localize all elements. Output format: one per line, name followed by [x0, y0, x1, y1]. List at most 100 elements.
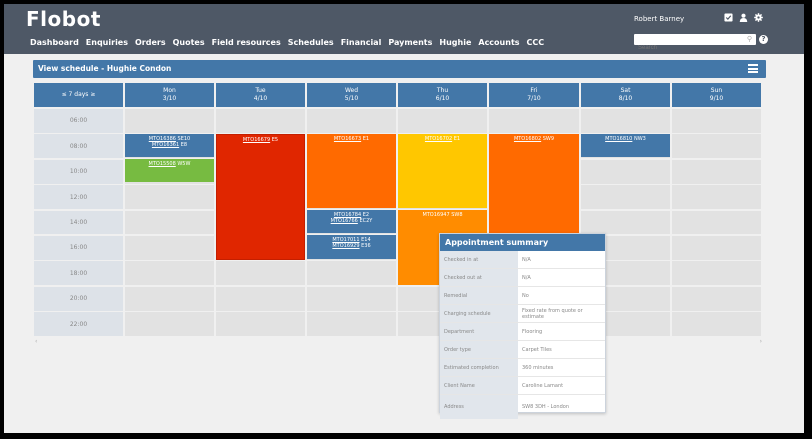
day-header-fri: Fri 7/10	[489, 83, 579, 107]
summary-label: Address	[440, 395, 518, 419]
summary-value: No	[522, 292, 529, 299]
time-slot[interactable]	[672, 312, 761, 337]
horizontal-scrollbar[interactable]: ‹ ›	[33, 337, 766, 347]
time-slot[interactable]	[672, 159, 761, 184]
time-slot[interactable]	[581, 159, 670, 184]
order-link[interactable]: MTO16766	[330, 218, 358, 224]
scroll-left-icon[interactable]: ‹	[35, 338, 38, 345]
time-slot[interactable]	[307, 312, 396, 337]
day-header-wed: Wed 5/10	[307, 83, 396, 107]
nav-payments[interactable]: Payments	[388, 38, 433, 47]
time-slot[interactable]	[489, 109, 579, 133]
summary-value: Flooring	[522, 328, 543, 335]
time-slot[interactable]	[672, 261, 761, 286]
time-slot[interactable]	[125, 236, 214, 260]
nav-schedules[interactable]: Schedules	[287, 38, 334, 47]
time-slot[interactable]	[581, 109, 670, 133]
time-slot[interactable]	[216, 109, 305, 133]
time-slot[interactable]	[398, 109, 487, 133]
day-date: 8/10	[618, 95, 633, 102]
appointment-block[interactable]: MTO16386 SE10 MTO16361 E8	[125, 134, 214, 157]
time-slot[interactable]	[672, 185, 761, 210]
time-slot[interactable]	[672, 210, 761, 235]
order-link[interactable]: MTO16361	[151, 142, 180, 148]
search-icon[interactable]: ⚲	[746, 35, 752, 43]
summary-row: Remedial No	[440, 287, 605, 305]
order-link[interactable]: MTO16784	[333, 212, 362, 218]
order-ref: MTO16947	[422, 212, 450, 218]
range-toggle[interactable]: ≤ 7 days ≥	[34, 83, 123, 107]
nav-accounts[interactable]: Accounts	[478, 38, 520, 47]
nav-hughie[interactable]: Hughie	[439, 38, 472, 47]
summary-row: Checked in at N/A	[440, 251, 605, 269]
order-link[interactable]: MTO16929	[332, 243, 360, 249]
user-name[interactable]: Robert Barney	[634, 15, 685, 23]
scroll-right-icon[interactable]: ›	[759, 338, 762, 345]
nav-field-resources[interactable]: Field resources	[211, 38, 281, 47]
time-slot[interactable]	[125, 185, 214, 210]
time-slot[interactable]	[581, 210, 670, 235]
time-slot[interactable]	[581, 185, 670, 210]
nav-dashboard[interactable]: Dashboard	[30, 38, 79, 47]
appointment-block[interactable]: MTO15508 W5W	[125, 159, 214, 182]
appointment-block[interactable]: MTO16679 E5	[216, 134, 305, 260]
time-label: 10:00	[34, 159, 123, 184]
time-slot[interactable]	[216, 261, 305, 286]
time-slot[interactable]	[307, 109, 396, 133]
postcode: SW8	[451, 212, 463, 218]
time-slot[interactable]	[125, 109, 214, 133]
summary-value: N/A	[522, 256, 531, 263]
order-link[interactable]: MTO16673	[333, 136, 362, 142]
time-slot[interactable]	[672, 286, 761, 311]
search-box: ⚲	[634, 34, 756, 54]
time-slot[interactable]	[672, 109, 761, 133]
time-slot[interactable]	[216, 286, 305, 311]
appointment-block[interactable]: MTO16784 E2 MTO16766 EC2Y	[307, 210, 396, 233]
time-slot[interactable]	[216, 312, 305, 337]
order-link[interactable]: MTO17011	[332, 237, 360, 243]
postcode: W5W	[177, 161, 191, 167]
time-slot[interactable]	[125, 210, 214, 235]
order-link[interactable]: MTO16810	[605, 136, 633, 142]
day-name: Wed	[344, 87, 359, 94]
summary-row: Checked out at N/A	[440, 269, 605, 287]
time-slot[interactable]	[307, 286, 396, 311]
time-slot[interactable]	[672, 134, 761, 159]
checkbox-icon[interactable]	[724, 13, 733, 22]
summary-label: Department	[440, 323, 518, 340]
nav-financial[interactable]: Financial	[340, 38, 382, 47]
time-slot[interactable]	[307, 261, 396, 286]
order-link[interactable]: MTO16702	[424, 136, 453, 142]
appointment-block[interactable]: MTO16702 E1	[398, 134, 487, 208]
summary-value: N/A	[522, 274, 531, 281]
time-slot[interactable]	[125, 261, 214, 286]
appointment-block[interactable]: MTO16802 SW9	[489, 134, 579, 234]
postcode: E5	[271, 137, 279, 143]
search-input[interactable]	[634, 42, 742, 54]
help-icon[interactable]: ?	[759, 35, 768, 44]
user-icon[interactable]	[739, 13, 748, 22]
order-link[interactable]: MTO16679	[242, 137, 271, 143]
nav-quotes[interactable]: Quotes	[172, 38, 205, 47]
summary-row: Department Flooring	[440, 323, 605, 341]
summary-label: Charging schedule	[440, 305, 518, 322]
appointment-block[interactable]: MTO17011 E14 MTO16929 E36	[307, 235, 396, 259]
postcode: SE10	[177, 136, 191, 142]
order-link[interactable]: MTO16802	[513, 136, 542, 142]
gear-icon[interactable]	[754, 13, 763, 22]
hamburger-icon[interactable]	[748, 64, 758, 73]
appointment-summary-popup: Appointment summary Checked in at N/A Che…	[439, 233, 606, 419]
nav-ccc[interactable]: CCC	[526, 38, 545, 47]
appointment-block[interactable]: MTO16673 E1	[307, 134, 396, 208]
time-slot[interactable]	[125, 286, 214, 311]
order-link[interactable]: MTO16386	[148, 136, 176, 142]
nav-orders[interactable]: Orders	[135, 38, 166, 47]
time-slot[interactable]	[672, 236, 761, 260]
postcode: EC2Y	[359, 218, 373, 224]
summary-row: Client Name Caroline Lamant	[440, 377, 605, 395]
nav-enquiries[interactable]: Enquiries	[85, 38, 128, 47]
time-slot[interactable]	[125, 312, 214, 337]
appointment-block[interactable]: MTO16810 NW3	[581, 134, 670, 157]
app-logo[interactable]: Flobot	[26, 7, 101, 31]
order-link[interactable]: MTO15508	[148, 161, 176, 167]
